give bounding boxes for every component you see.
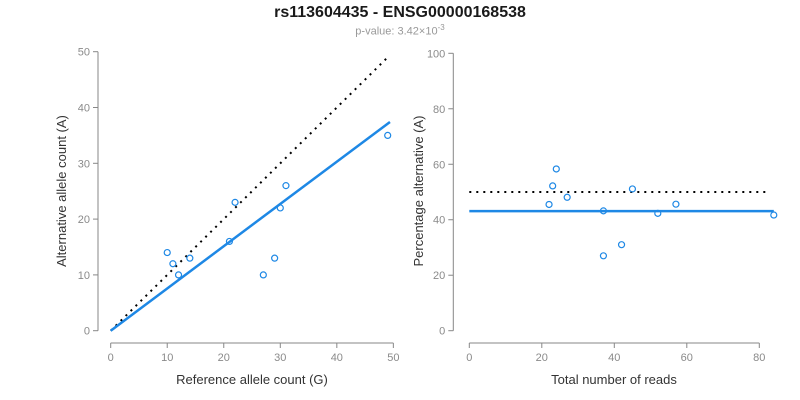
percentage-alternative-plot: 0 20 40 60 80 0 20 40 60 80 100 Total number of rea… [411,48,778,387]
pvalue-text: p-value: 3.42×10 [355,25,438,38]
data-point [599,207,608,215]
data-point [545,200,553,209]
y-tick-label: 30 [78,158,90,170]
y-tick-label: 40 [433,215,445,227]
data-point [654,209,662,217]
data-point [259,271,267,279]
data-point [770,211,778,219]
data-point [174,271,183,279]
data-point [617,241,626,249]
x-tick-label: 40 [331,352,343,364]
data-point [276,204,284,212]
data-point [384,131,392,139]
figure-subtitle: p-value: 3.42×10-3 [0,23,800,38]
data-point [563,193,571,201]
identity-line [109,56,389,332]
y-tick-label: 40 [78,103,90,115]
y-tick-label: 20 [433,270,445,282]
x-tick-label: 0 [466,352,472,364]
y-tick-label: 100 [427,48,445,60]
x-tick-label: 10 [161,352,173,364]
data-point [163,248,171,257]
x-axis-title: Reference allele count (G) [176,372,328,387]
data-point [186,254,194,262]
x-tick-label: 60 [681,352,693,364]
x-axis-title: Total number of reads [551,372,677,387]
data-point [169,260,177,268]
y-tick-label: 20 [78,214,90,226]
y-axis-title: Alternative allele count (A) [54,115,69,267]
data-point [271,254,279,262]
x-tick-label: 80 [753,352,765,364]
y-tick-label: 80 [433,104,445,116]
data-point [599,252,608,260]
x-tick-label: 30 [274,352,286,364]
y-tick-label: 0 [84,326,90,338]
data-point [231,198,239,206]
data-point [628,185,637,193]
data-point [672,200,680,208]
data-point [282,182,290,190]
data-point [549,182,557,190]
allele-counts-plot: 0 10 20 30 40 50 0 10 20 30 40 50 Reference allele c… [54,47,399,387]
y-tick-label: 60 [433,159,445,171]
figure-title: rs113604435 - ENSG00000168538 [274,4,526,21]
x-tick-label: 50 [387,352,399,364]
y-tick-label: 0 [439,326,445,338]
x-tick-label: 20 [536,352,548,364]
x-tick-label: 40 [608,352,620,364]
y-tick-label: 50 [78,47,90,59]
data-point [225,237,234,246]
y-axis-title: Percentage alternative (A) [411,115,426,266]
y-tick-label: 10 [78,270,90,282]
x-tick-label: 0 [108,352,114,364]
data-point [552,165,560,173]
x-tick-label: 20 [218,352,230,364]
fit-line [109,121,391,332]
pvalue-exponent: -3 [437,23,445,32]
